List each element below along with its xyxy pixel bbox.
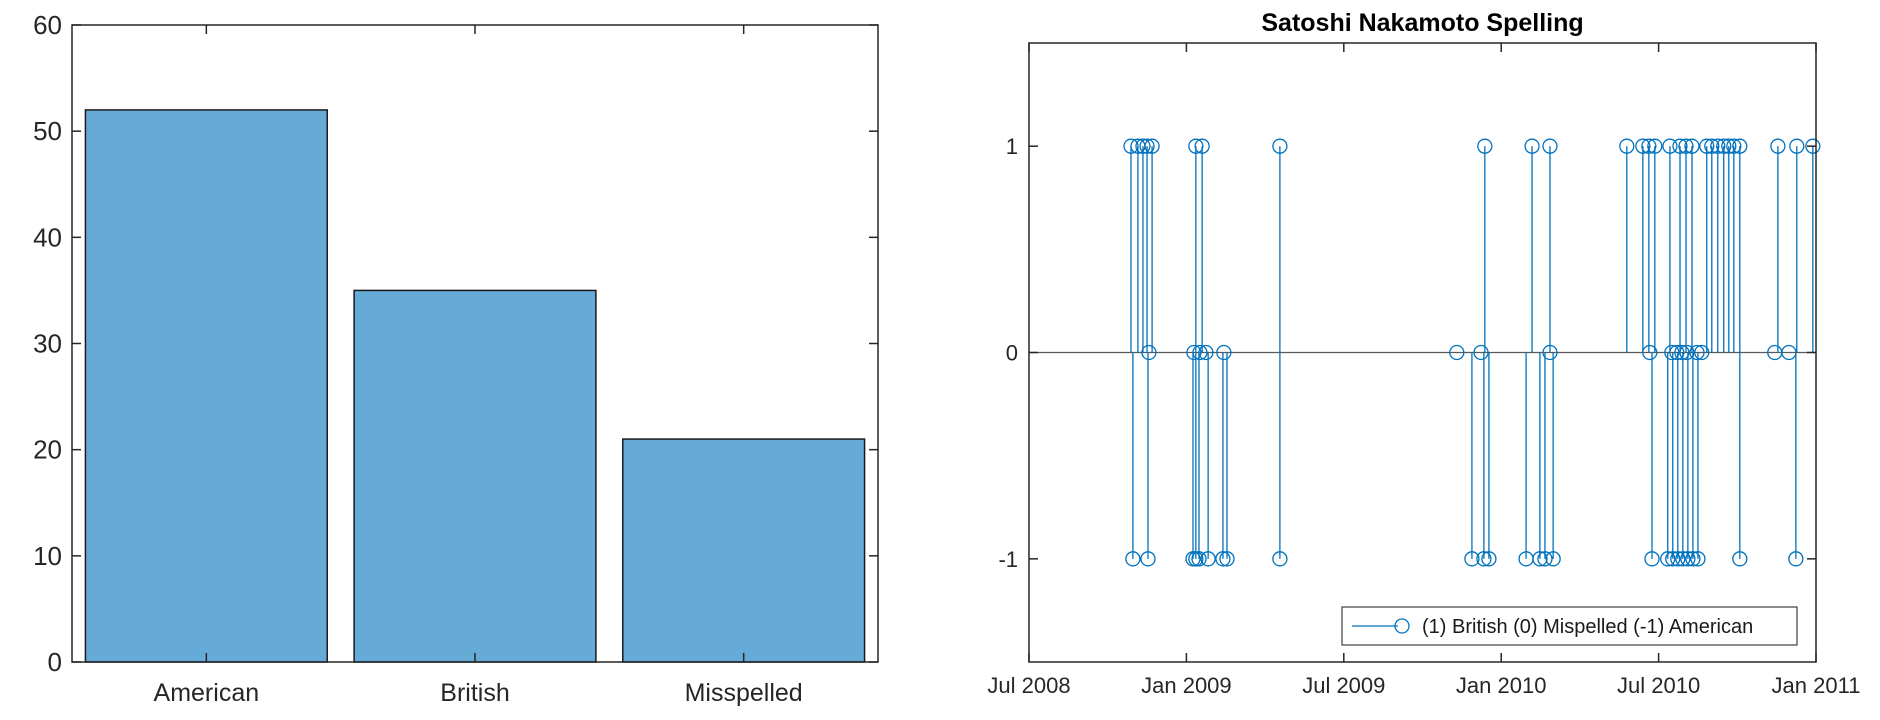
stem-chart-figure: Satoshi Nakamoto Spelling 1 0 -1 Jul 2008 Jan… <box>940 0 1880 720</box>
stem-marker <box>1689 344 1705 361</box>
stem-marker <box>1805 138 1821 154</box>
x-tick-label: Jan 2009 <box>1141 673 1232 698</box>
y-tick-label: 0 <box>1006 341 1018 366</box>
stem-marker <box>1690 551 1706 567</box>
stem-marker <box>1476 551 1492 567</box>
y-tick-label: 20 <box>33 435 62 465</box>
stem-marker <box>1672 138 1688 154</box>
stem-marker <box>1473 344 1489 361</box>
stem-marker <box>1524 138 1540 154</box>
stem-marker <box>1464 551 1480 567</box>
stem-marker <box>1216 344 1232 361</box>
stem-marker <box>1721 138 1737 154</box>
stem-marker <box>1674 344 1690 361</box>
stem-marker <box>1642 344 1658 361</box>
stem-series-american <box>1125 352 1804 567</box>
stem-marker <box>1647 138 1663 154</box>
stem-marker <box>1664 344 1680 361</box>
stem-marker <box>1449 344 1465 361</box>
x-tick-label: Jul 2010 <box>1617 673 1700 698</box>
stem-marker <box>1669 344 1685 361</box>
stem-marker <box>1619 138 1635 154</box>
stem-marker <box>1194 138 1210 154</box>
x-tick-label: Jan 2011 <box>1772 673 1861 698</box>
legend-label: (1) British (0) Mispelled (-1) American <box>1422 616 1753 638</box>
y-tick-label: 30 <box>33 329 62 359</box>
stem-marker <box>1716 138 1732 154</box>
y-tick-label: 40 <box>33 222 62 252</box>
stem-marker <box>1200 551 1216 567</box>
bar-chart-figure: 0 10 20 30 40 50 60 American British Misspelled <box>33 10 879 707</box>
y-tick-label: 50 <box>33 116 62 146</box>
stem-marker <box>1537 551 1553 567</box>
y-tick-label: 0 <box>48 647 62 677</box>
stem-marker <box>1545 551 1561 567</box>
stem-marker <box>1732 138 1748 154</box>
bar-american <box>84 109 328 663</box>
stem-marker <box>1685 551 1701 567</box>
y-tick-label: -1 <box>998 547 1018 572</box>
stem-marker <box>1542 138 1558 154</box>
stem-marker <box>1191 551 1207 567</box>
stem-marker <box>1144 138 1160 154</box>
stem-marker <box>1532 551 1548 567</box>
x-category-label: Misspelled <box>685 679 803 707</box>
stem-marker <box>1635 138 1651 154</box>
x-tick-label: Jan 2010 <box>1456 673 1547 698</box>
stem-marker <box>1732 551 1748 567</box>
stem-marker <box>1125 551 1141 567</box>
stem-marker <box>1699 138 1715 154</box>
stem-marker <box>1219 551 1235 567</box>
chart-title: Satoshi Nakamoto Spelling <box>1261 9 1583 37</box>
stem-marker <box>1135 138 1151 154</box>
stem-marker <box>1272 551 1288 567</box>
stem-marker <box>1662 138 1678 154</box>
stem-marker <box>1675 551 1691 567</box>
stem-marker <box>1186 344 1202 361</box>
stem-marker <box>1679 344 1695 361</box>
stem-marker <box>1789 138 1805 154</box>
y-tick-label: 1 <box>1006 134 1018 159</box>
stem-marker <box>1684 138 1700 154</box>
stem-marker <box>1641 138 1657 154</box>
stem-marker <box>1770 138 1786 154</box>
legend-box <box>1341 606 1798 646</box>
stem-marker <box>1710 138 1726 154</box>
stem-marker <box>1140 551 1156 567</box>
stem-marker <box>1215 551 1231 567</box>
x-tick-label: Jul 2009 <box>1302 673 1385 698</box>
stem-marker <box>1188 551 1204 567</box>
stem-marker <box>1477 138 1493 154</box>
stem-marker <box>1542 344 1558 361</box>
stem-series-british <box>1123 138 1821 353</box>
stem-marker <box>1644 551 1660 567</box>
stem-marker <box>1665 551 1681 567</box>
stem-marker <box>1788 551 1804 567</box>
stem-marker <box>1272 138 1288 154</box>
x-category-label: American <box>154 679 260 707</box>
stem-marker <box>1694 344 1710 361</box>
bar-british <box>353 289 597 663</box>
y-tick-label: 10 <box>33 541 62 571</box>
stem-marker <box>1726 138 1742 154</box>
bar-chart: 0 10 20 30 40 50 60 American British Misspelled <box>33 10 879 707</box>
stem-marker <box>1141 344 1157 361</box>
stem-marker <box>1188 138 1204 154</box>
stem-marker <box>1481 551 1497 567</box>
legend-sample-marker <box>1394 618 1410 634</box>
stem-chart: Satoshi Nakamoto Spelling 1 0 -1 Jul 2008 Jan… <box>987 9 1861 698</box>
stem-marker <box>1670 551 1686 567</box>
stem-marker <box>1680 551 1696 567</box>
x-tick-label: Jul 2008 <box>987 673 1070 698</box>
legend: (1) British (0) Mispelled (-1) American <box>1341 606 1798 646</box>
y-tick-label: 60 <box>33 10 62 40</box>
stem-marker <box>1139 138 1155 154</box>
stem-marker <box>1660 551 1676 567</box>
stem-marker <box>1678 138 1694 154</box>
bar-misspelled <box>622 438 866 663</box>
stem-marker <box>1704 138 1720 154</box>
x-category-label: British <box>440 679 509 707</box>
